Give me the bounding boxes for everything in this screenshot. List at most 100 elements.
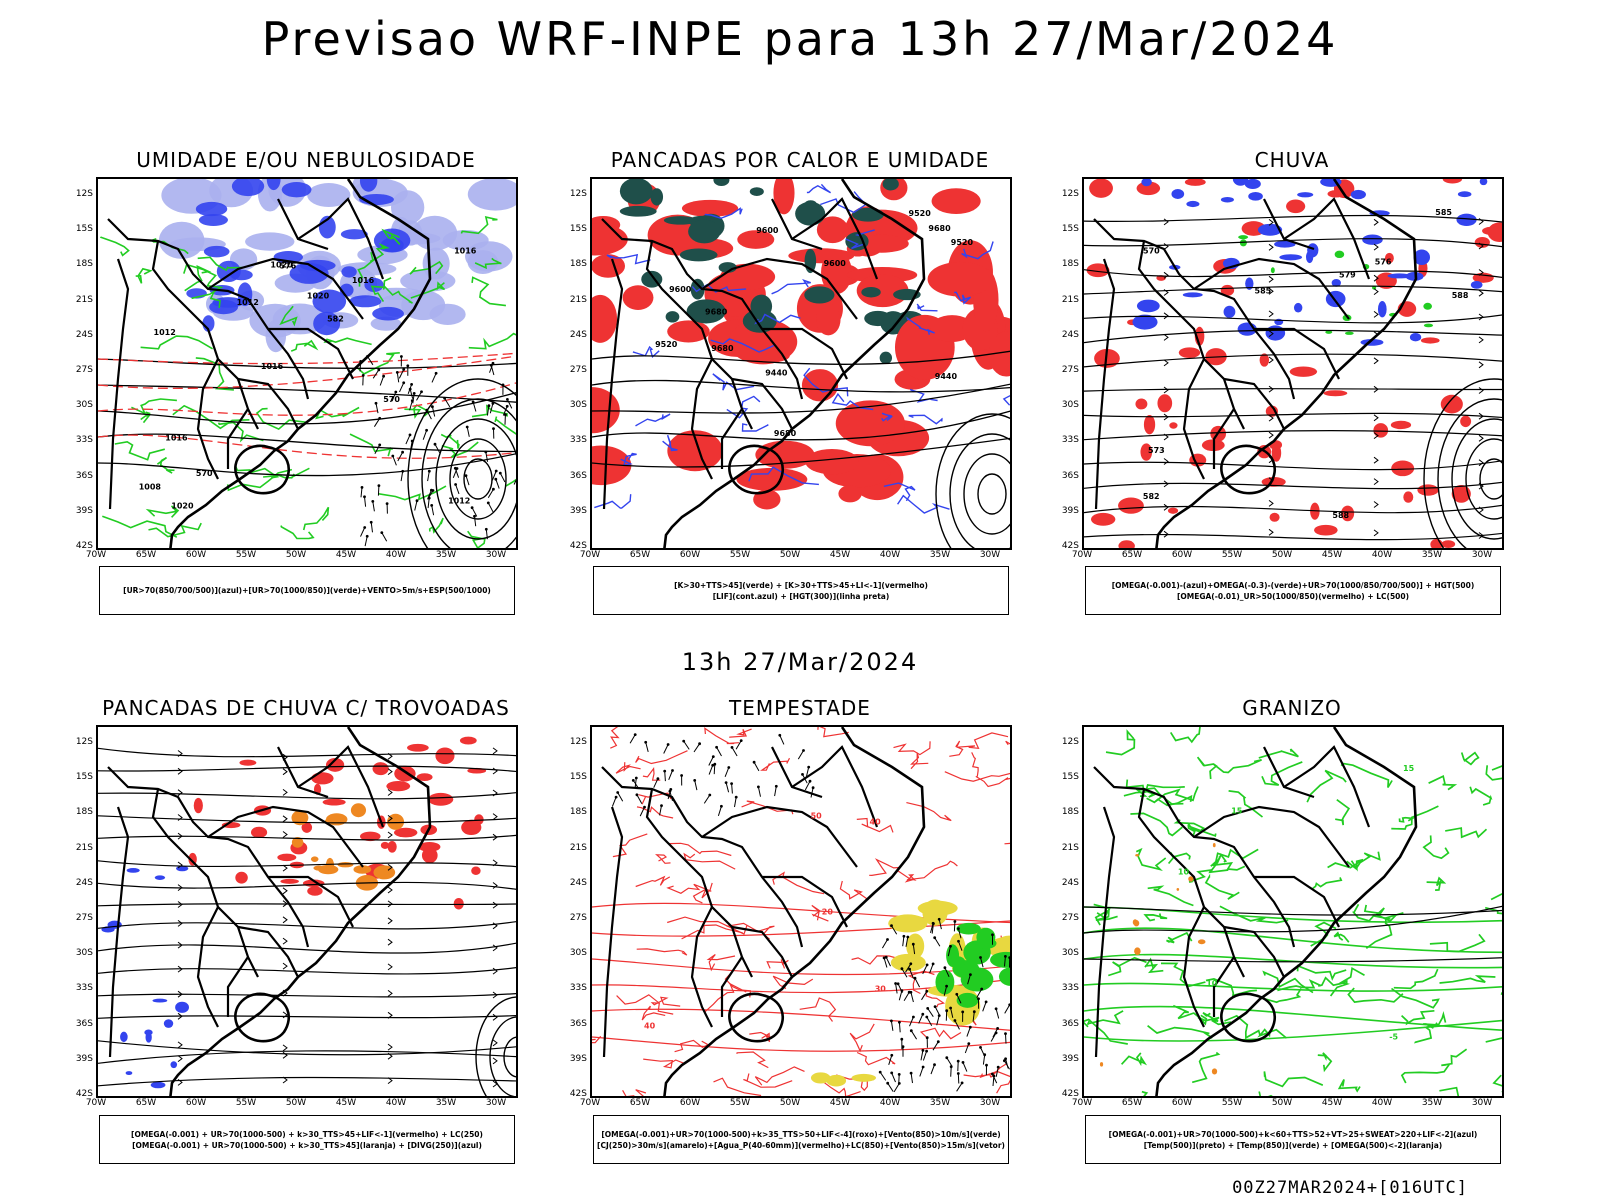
latitude-label: 36S xyxy=(569,470,587,481)
legend-line: [OMEGA(-0.001)+UR>70(1000-500)+k<60+TTS>… xyxy=(1108,1129,1478,1139)
latitude-label: 21S xyxy=(1061,842,1079,853)
legend-line: [UR>70(850/700/500)](azul)+[UR>70(1000/8… xyxy=(123,586,491,595)
legend-line: [OMEGA(-0.001) + UR>70(1000-500) + k>30_… xyxy=(131,1129,483,1139)
panel-title: CHUVA xyxy=(1254,148,1330,172)
longitude-label: 45W xyxy=(335,550,357,560)
map-plot: 15 10 15 -5 10 xyxy=(1084,727,1502,1096)
contour-label: 50 xyxy=(811,812,823,821)
contour-label: 40 xyxy=(870,817,882,826)
contour-label: 576 xyxy=(1375,258,1392,267)
latitude-label: 27S xyxy=(75,913,93,923)
latitude-label: 39S xyxy=(569,505,587,516)
legend-line: [OMEGA(-0.001) + UR>70(1000-500) + k>30_… xyxy=(132,1140,482,1150)
latitude-label: 24S xyxy=(569,329,587,340)
longitude-label: 40W xyxy=(1371,550,1393,560)
longitude-label: 70W xyxy=(579,550,601,560)
latitude-label: 12S xyxy=(75,189,93,199)
panel-legend: [OMEGA(-0.001)-(azul)+OMEGA(-0.3)-(verde… xyxy=(1085,566,1501,615)
longitude-label: 55W xyxy=(729,550,751,560)
contour-label: 9680 xyxy=(711,344,734,353)
longitude-label: 60W xyxy=(1171,550,1193,560)
panel-title: GRANIZO xyxy=(1242,696,1342,720)
longitude-label: 45W xyxy=(335,1098,357,1108)
longitude-label: 50W xyxy=(1271,550,1293,560)
contour-label: 9680 xyxy=(774,429,797,438)
longitude-label: 30W xyxy=(979,550,1001,560)
latitude-label: 15S xyxy=(569,224,587,235)
longitude-label: 55W xyxy=(235,1098,257,1108)
panel-legend: [OMEGA(-0.001)+UR>70(1000-500)+k>35_TTS>… xyxy=(593,1115,1009,1164)
longitude-label: 70W xyxy=(1071,1098,1093,1108)
longitude-label: 55W xyxy=(729,1098,751,1108)
latitude-label: 42S xyxy=(1061,1089,1079,1099)
panel-title: TEMPESTADE xyxy=(729,696,871,720)
contour-label: 1008 xyxy=(139,482,162,491)
latitude-label: 12S xyxy=(569,189,587,199)
longitude-label: 55W xyxy=(1221,550,1243,560)
contour-label: 1012 xyxy=(154,328,176,337)
longitude-label: 30W xyxy=(979,1098,1001,1108)
longitude-label: 45W xyxy=(1321,1098,1343,1108)
latitude-label: 21S xyxy=(75,842,93,853)
latitude-label: 24S xyxy=(1061,877,1079,888)
latitude-label: 39S xyxy=(75,1053,93,1064)
latitude-label: 18S xyxy=(75,807,93,818)
latitude-label: 30S xyxy=(569,400,587,411)
contour-label: 10 xyxy=(1178,867,1190,876)
latitude-label: 33S xyxy=(75,435,93,446)
panel-legend: [OMEGA(-0.001)+UR>70(1000-500)+k<60+TTS>… xyxy=(1085,1115,1501,1164)
panel-title: PANCADAS POR CALOR E UMIDADE xyxy=(610,148,990,172)
map-panel: 1012 1012 1016 1016 1016 1020 1020 1020 1016 1012… xyxy=(96,177,518,550)
latitude-label: 33S xyxy=(569,435,587,446)
contour-label: 9600 xyxy=(756,226,779,235)
contour-label: 20 xyxy=(822,908,834,917)
longitude-label: 40W xyxy=(385,1098,407,1108)
longitude-label: 35W xyxy=(929,1098,951,1108)
longitude-label: 45W xyxy=(1321,550,1343,560)
latitude-label: 21S xyxy=(569,294,587,305)
contour-label: 9520 xyxy=(909,209,932,218)
longitude-label: 50W xyxy=(285,1098,307,1108)
longitude-label: 40W xyxy=(385,550,407,560)
contour-label: 1012 xyxy=(448,496,470,505)
latitude-label: 15S xyxy=(1061,224,1079,235)
contour-label: 576 xyxy=(280,262,297,271)
map-panel: 9680 9680 9680 9600 9680 9600 9600 9520 9520 9440… xyxy=(590,177,1012,550)
contour-label: 588 xyxy=(1452,291,1469,300)
latitude-label: 12S xyxy=(1061,737,1079,747)
latitude-label: 30S xyxy=(75,400,93,411)
contour-label: 9440 xyxy=(935,372,958,381)
latitude-label: 24S xyxy=(1061,329,1079,340)
latitude-label: 15S xyxy=(569,772,587,783)
longitude-label: 35W xyxy=(1421,1098,1443,1108)
latitude-label: 36S xyxy=(75,470,93,481)
longitude-label: 40W xyxy=(1371,1098,1393,1108)
latitude-label: 36S xyxy=(75,1018,93,1029)
longitude-label: 35W xyxy=(435,1098,457,1108)
longitude-label: 60W xyxy=(1171,1098,1193,1108)
latitude-label: 24S xyxy=(75,877,93,888)
panel-legend: [OMEGA(-0.001) + UR>70(1000-500) + k>30_… xyxy=(99,1115,515,1164)
longitude-label: 70W xyxy=(579,1098,601,1108)
panel-title: UMIDADE E/OU NEBULOSIDADE xyxy=(136,148,476,172)
contour-label: 588 xyxy=(1332,511,1349,520)
latitude-label: 27S xyxy=(569,913,587,923)
longitude-label: 30W xyxy=(1471,550,1493,560)
contour-label: 570 xyxy=(1143,247,1160,256)
map-plot: 50 40 30 40 20 xyxy=(592,727,1010,1096)
contour-label: 1016 xyxy=(352,276,375,285)
legend-line: [CJ(250)>30m/s](amarelo)+[Agua_P(40-60mm… xyxy=(597,1140,1005,1150)
latitude-label: 18S xyxy=(569,807,587,818)
longitude-label: 45W xyxy=(829,1098,851,1108)
longitude-label: 55W xyxy=(1221,1098,1243,1108)
contour-label: 9600 xyxy=(824,259,847,268)
latitude-label: 21S xyxy=(75,294,93,305)
latitude-label: 18S xyxy=(1061,259,1079,270)
map-plot xyxy=(98,727,516,1096)
legend-line: [OMEGA(-0.001)-(azul)+OMEGA(-0.3)-(verde… xyxy=(1111,580,1475,590)
latitude-label: 15S xyxy=(75,772,93,783)
longitude-label: 30W xyxy=(485,1098,507,1108)
latitude-label: 18S xyxy=(75,259,93,270)
longitude-label: 60W xyxy=(679,1098,701,1108)
longitude-label: 35W xyxy=(435,550,457,560)
